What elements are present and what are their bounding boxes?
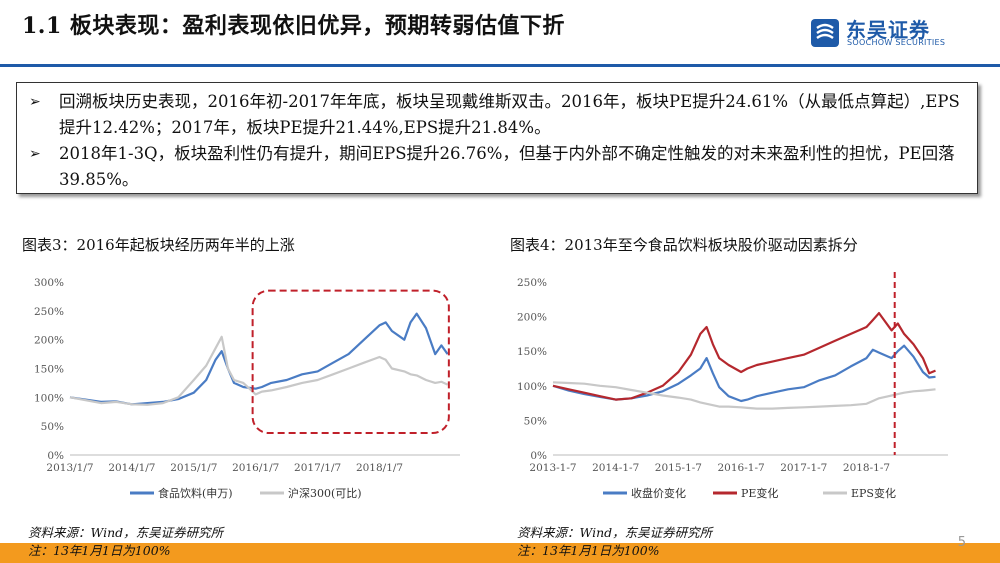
- x-tick-label: 2018/1/7: [356, 462, 403, 474]
- y-tick-label: 250%: [517, 277, 547, 289]
- summary-bullet: ➢ 2018年1-3Q，板块盈利性仍有提升，期间EPS提升26.76%，但基于内…: [29, 141, 967, 193]
- footer-bar: [0, 543, 1000, 563]
- page-title: 1.1 板块表现：盈利表现依旧优异，预期转弱估值下折: [22, 13, 565, 39]
- y-tick-label: 200%: [34, 335, 64, 347]
- legend-label: PE变化: [741, 486, 778, 500]
- series-line: [69, 335, 449, 406]
- summary-bullet-text: 回溯板块历史表现，2016年初-2017年年底，板块呈现戴维斯双击。2016年，…: [59, 92, 960, 137]
- x-tick-label: 2016/1/7: [232, 462, 279, 474]
- page-number: 5: [957, 535, 966, 550]
- x-tick-label: 2015/1/7: [170, 462, 217, 474]
- header-rule: [0, 64, 1000, 67]
- summary-bullet: ➢ 回溯板块历史表现，2016年初-2017年年底，板块呈现戴维斯双击。2016…: [29, 89, 967, 141]
- y-tick-label: 200%: [517, 312, 547, 324]
- y-tick-label: 100%: [517, 381, 547, 393]
- legend-label: 食品饮料(申万): [158, 486, 233, 500]
- soochow-logo-icon: [811, 19, 839, 47]
- y-tick-label: 150%: [34, 364, 64, 376]
- x-tick-label: 2016-1-7: [718, 462, 765, 474]
- y-tick-label: 0%: [530, 450, 547, 462]
- right-chart-title: 图表4：2013年至今食品饮料板块股价驱动因素拆分: [510, 236, 858, 254]
- x-tick-label: 2014/1/7: [108, 462, 155, 474]
- left-chart-title: 图表3：2016年起板块经历两年半的上涨: [22, 236, 295, 254]
- summary-bullet-text: 2018年1-3Q，板块盈利性仍有提升，期间EPS提升26.76%，但基于内外部…: [59, 144, 955, 189]
- legend-label: 沪深300(可比): [288, 486, 362, 500]
- highlight-box: [251, 289, 450, 435]
- x-tick-label: 2017/1/7: [294, 462, 341, 474]
- company-logo: 东吴证券 SOOCHOW SECURITIES: [810, 10, 960, 56]
- left-chart-source: 资料来源：Wind，东吴证券研究所: [28, 525, 224, 540]
- legend-label: EPS变化: [851, 486, 896, 500]
- y-tick-label: 300%: [34, 277, 64, 289]
- x-tick-label: 2014-1-7: [592, 462, 639, 474]
- logo-subtitle: SOOCHOW SECURITIES: [847, 38, 946, 47]
- x-tick-label: 2017-1-7: [780, 462, 827, 474]
- x-tick-label: 2015-1-7: [655, 462, 702, 474]
- right-chart-note: 注：13年1月1日为100%: [517, 543, 660, 558]
- y-tick-label: 50%: [41, 421, 64, 433]
- y-tick-label: 250%: [34, 306, 64, 318]
- right-chart: 0% 50% 100% 150% 200% 250% 2013-1-7 2014-1-7 201…: [517, 272, 948, 500]
- bullet-arrow-icon: ➢: [29, 94, 41, 110]
- left-chart: 0% 50% 100% 150% 200% 250% 300% 2013/1/7 2014/1/…: [34, 277, 460, 500]
- right-chart-source: 资料来源：Wind，东吴证券研究所: [517, 525, 713, 540]
- x-tick-label: 2013/1/7: [46, 462, 93, 474]
- left-chart-note: 注：13年1月1日为100%: [28, 543, 171, 558]
- y-tick-label: 150%: [517, 346, 547, 358]
- bullet-arrow-icon: ➢: [29, 146, 41, 162]
- series-line: [69, 312, 449, 406]
- y-tick-label: 0%: [47, 450, 64, 462]
- logo-name: 东吴证券: [846, 18, 930, 42]
- summary-box: ➢ 回溯板块历史表现，2016年初-2017年年底，板块呈现戴维斯双击。2016…: [16, 82, 978, 194]
- x-tick-label: 2013-1-7: [529, 462, 576, 474]
- y-tick-label: 100%: [34, 392, 64, 404]
- x-tick-label: 2018-1-7: [843, 462, 890, 474]
- legend-label: 收盘价变化: [631, 486, 686, 500]
- series-line: [552, 344, 936, 403]
- y-tick-label: 50%: [524, 415, 547, 427]
- series-line: [552, 381, 936, 410]
